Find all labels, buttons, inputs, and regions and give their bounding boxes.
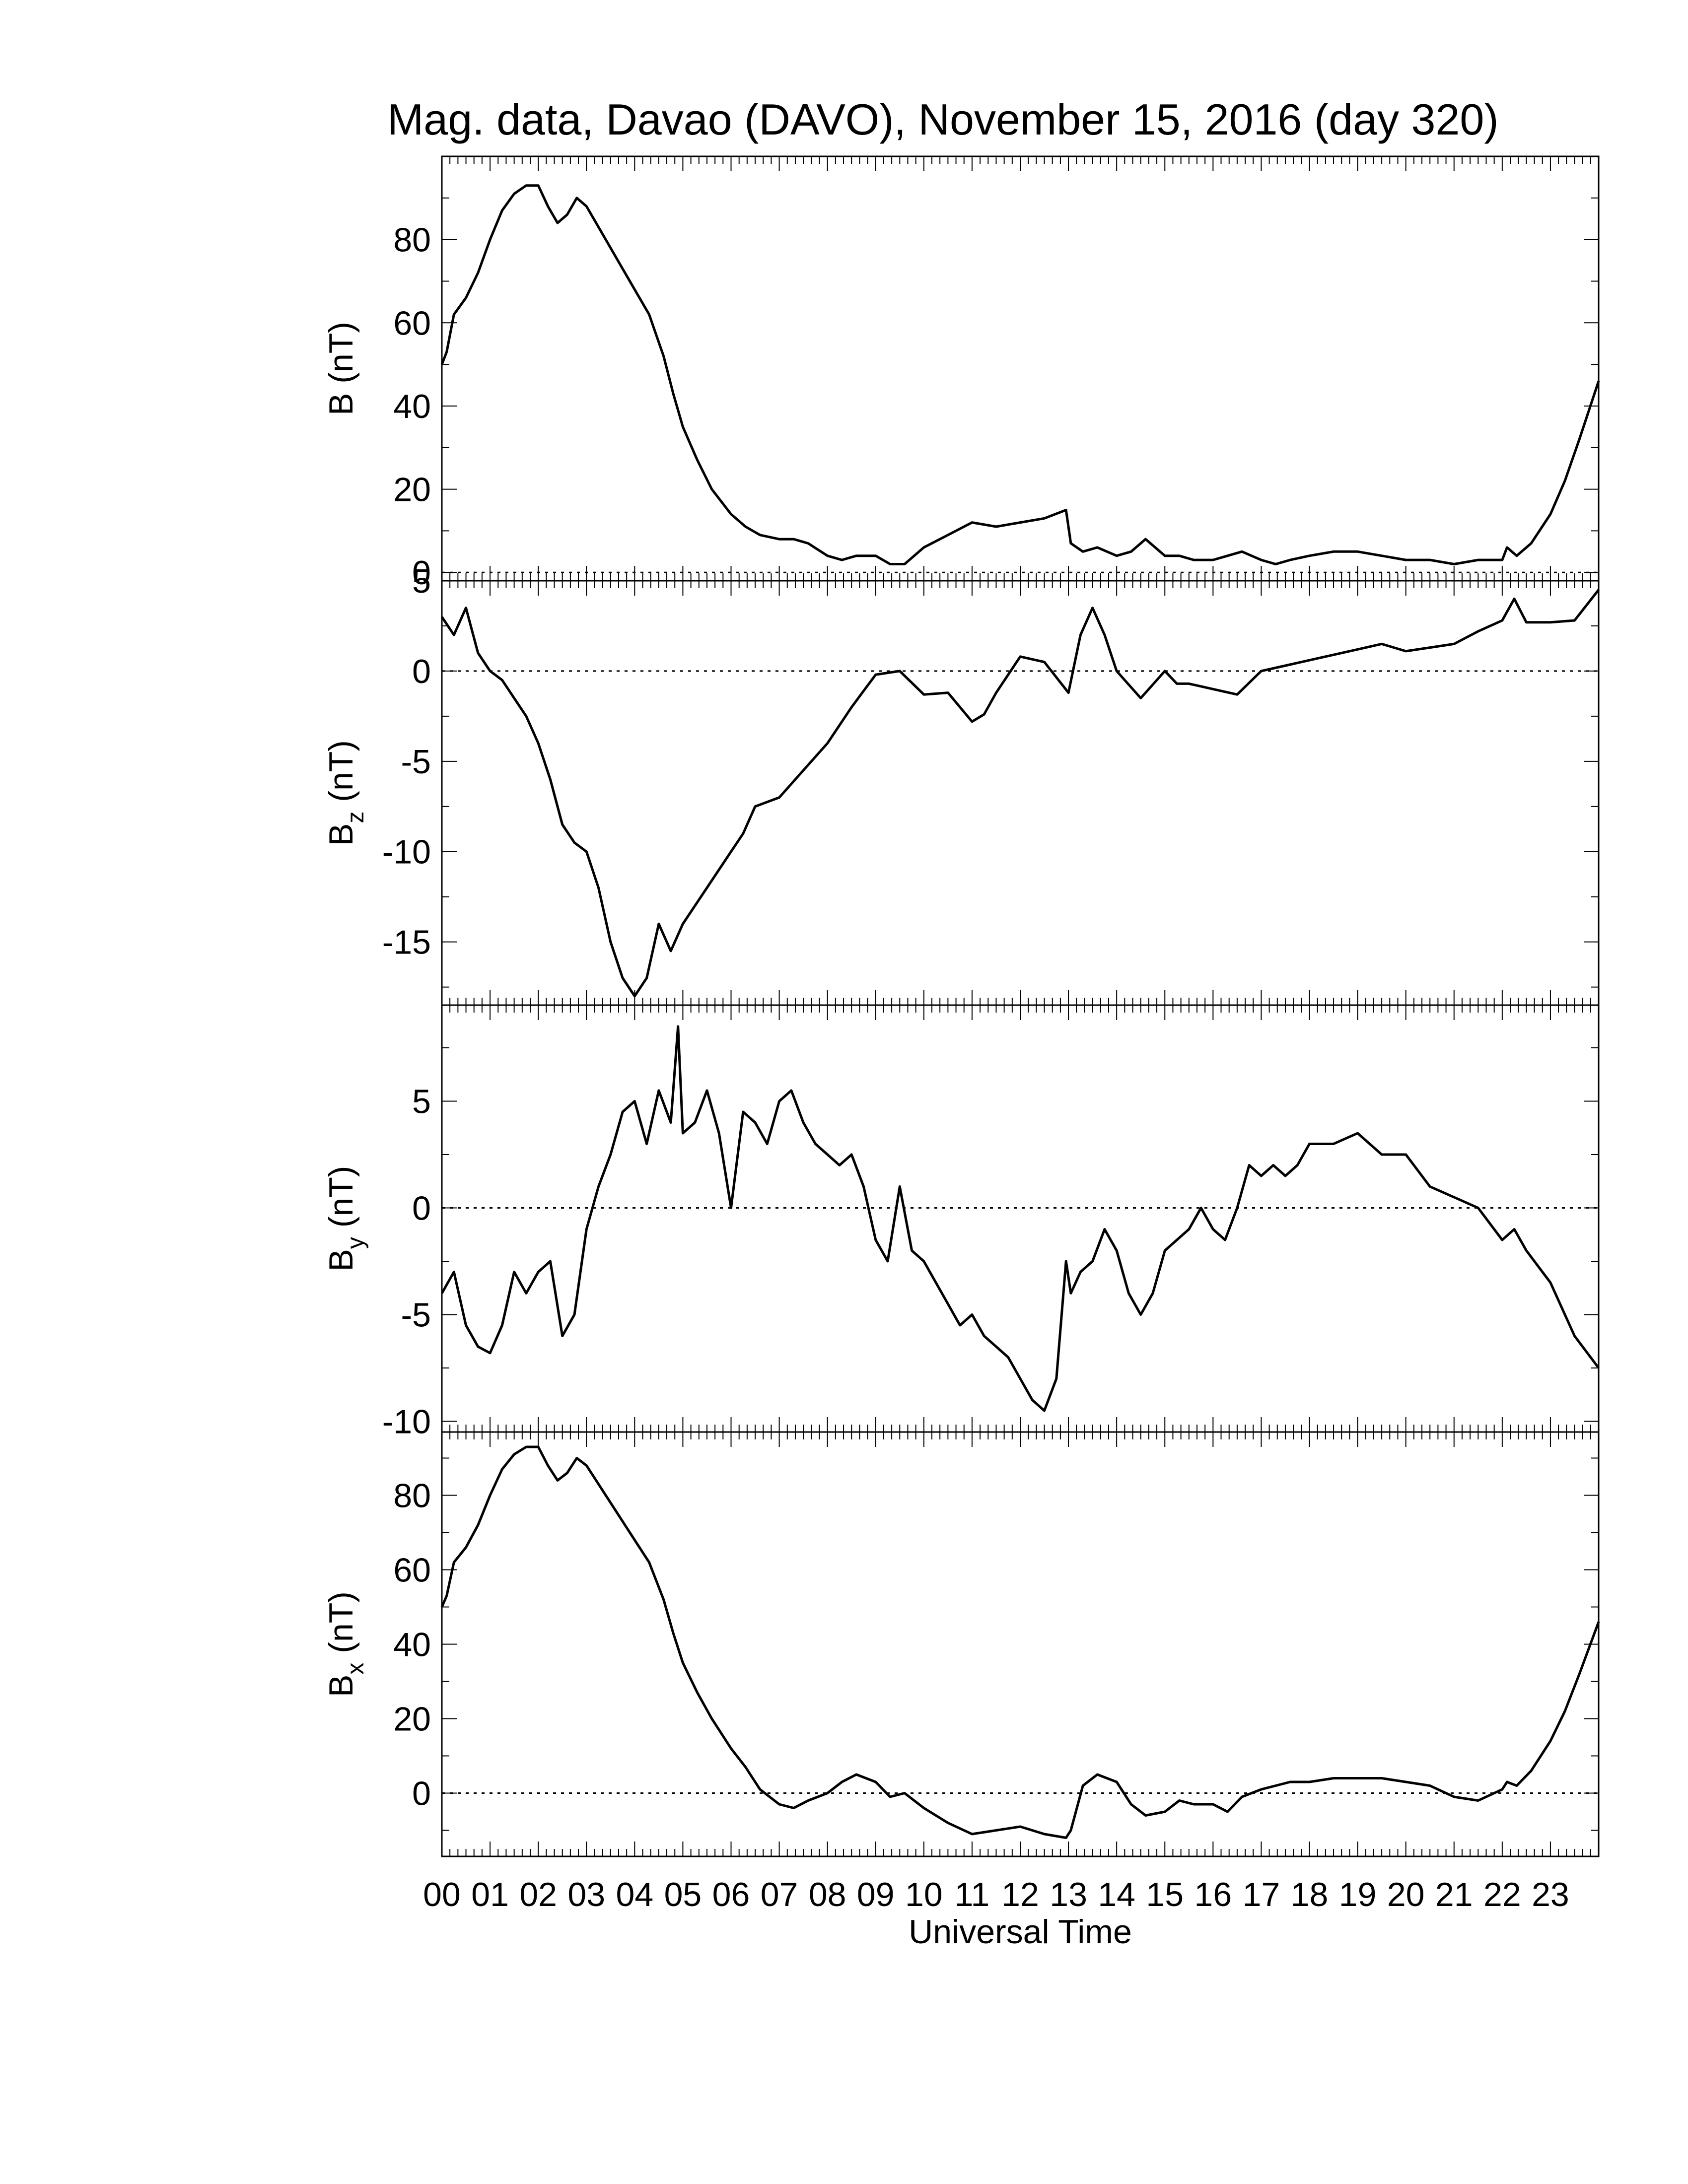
panel-bx-series-line — [440, 1445, 1600, 1839]
xtick-label: 05 — [664, 1876, 702, 1913]
panel-bx-ytick-label: 40 — [393, 1626, 431, 1664]
panel-b-series-line — [440, 184, 1600, 565]
panel-by-ytick-label: -5 — [401, 1297, 431, 1334]
panel-b-ytick-label: 80 — [393, 221, 431, 259]
panel-b-ylabel: B (nT) — [322, 322, 360, 415]
panel-bz-ytick-label: 0 — [412, 653, 431, 690]
panel-bz-frame — [441, 580, 1600, 1006]
xtick-label: 09 — [857, 1876, 895, 1913]
xtick-label: 22 — [1483, 1876, 1521, 1913]
panel-by-ylabel: By (nT) — [322, 1166, 369, 1272]
panel-b-ytick-label: 60 — [393, 304, 431, 342]
xtick-label: 14 — [1098, 1876, 1135, 1913]
xtick-label: 10 — [905, 1876, 943, 1913]
panel-b-ytick-label: 40 — [393, 388, 431, 425]
xtick-label: 12 — [1001, 1876, 1039, 1913]
xtick-label: 20 — [1387, 1876, 1425, 1913]
xtick-label: 07 — [761, 1876, 798, 1913]
panel-bz-ytick-label: -15 — [382, 924, 431, 961]
panel-bz-series-line — [440, 589, 1600, 998]
panel-bx-ytick-label: 60 — [393, 1552, 431, 1589]
x-axis-label: Universal Time — [909, 1913, 1132, 1951]
xtick-label: 19 — [1339, 1876, 1377, 1913]
panel-bx-ytick-label: 80 — [393, 1477, 431, 1515]
xtick-label: 00 — [423, 1876, 461, 1913]
panel-bz-ytick-label: 5 — [412, 562, 431, 600]
xtick-label: 17 — [1243, 1876, 1280, 1913]
xtick-label: 18 — [1291, 1876, 1329, 1913]
xtick-label: 11 — [955, 1876, 990, 1913]
panel-by-ytick-label: 5 — [412, 1083, 431, 1121]
panel-by-ytick-label: -10 — [382, 1403, 431, 1441]
xtick-label: 13 — [1050, 1876, 1087, 1913]
xtick-label: 23 — [1532, 1876, 1569, 1913]
chart-title: Mag. data, Davao (DAVO), November 15, 20… — [387, 95, 1499, 144]
xtick-label: 21 — [1435, 1876, 1473, 1913]
panel-b-frame — [441, 155, 1600, 582]
xtick-label: 15 — [1146, 1876, 1184, 1913]
panel-bx-ytick-label: 20 — [393, 1701, 431, 1738]
xtick-label: 04 — [616, 1876, 654, 1913]
panel-b-ytick-label: 20 — [393, 471, 431, 509]
panel-bx-ylabel: Bx (nT) — [322, 1591, 369, 1697]
xtick-label: 06 — [712, 1876, 750, 1913]
panel-b-ytick-label: 0 — [412, 554, 431, 592]
panel-bz-ytick-label: -5 — [401, 743, 431, 781]
xtick-label: 02 — [519, 1876, 557, 1913]
panel-bx-frame — [441, 1431, 1600, 1857]
panel-bx-ytick-label: 0 — [412, 1775, 431, 1813]
xtick-label: 16 — [1195, 1876, 1232, 1913]
xtick-label: 03 — [567, 1876, 605, 1913]
panel-bz-ytick-label: -10 — [382, 833, 431, 871]
panel-by-ytick-label: 0 — [412, 1190, 431, 1228]
xtick-label: 08 — [809, 1876, 846, 1913]
panel-bz-ylabel: Bz (nT) — [322, 740, 369, 846]
panel-by-series-line — [440, 1025, 1600, 1412]
xtick-label: 01 — [471, 1876, 509, 1913]
panel-by-frame — [441, 1004, 1600, 1433]
